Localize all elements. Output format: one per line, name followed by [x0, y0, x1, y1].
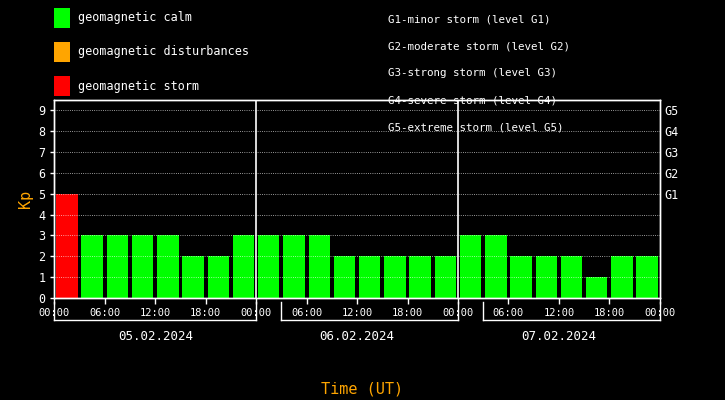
- Bar: [637, 256, 658, 298]
- Bar: [611, 256, 633, 298]
- Bar: [560, 256, 582, 298]
- Bar: [510, 256, 531, 298]
- Bar: [183, 256, 204, 298]
- Text: G1-minor storm (level G1): G1-minor storm (level G1): [388, 14, 550, 24]
- Text: G5-extreme storm (level G5): G5-extreme storm (level G5): [388, 123, 563, 133]
- Text: 05.02.2024: 05.02.2024: [117, 330, 193, 342]
- Bar: [309, 236, 330, 298]
- Bar: [434, 256, 456, 298]
- Bar: [410, 256, 431, 298]
- Bar: [536, 256, 557, 298]
- Bar: [334, 256, 355, 298]
- Bar: [460, 236, 481, 298]
- Bar: [207, 256, 229, 298]
- Bar: [233, 236, 254, 298]
- Bar: [157, 236, 178, 298]
- Bar: [258, 236, 280, 298]
- Text: G4-severe storm (level G4): G4-severe storm (level G4): [388, 96, 557, 106]
- Bar: [57, 194, 78, 298]
- Text: 07.02.2024: 07.02.2024: [521, 330, 597, 342]
- Bar: [283, 236, 304, 298]
- Text: Time (UT): Time (UT): [321, 381, 404, 396]
- Y-axis label: Kp: Kp: [17, 190, 33, 208]
- Text: G2-moderate storm (level G2): G2-moderate storm (level G2): [388, 41, 570, 51]
- Bar: [132, 236, 154, 298]
- Bar: [107, 236, 128, 298]
- Text: G3-strong storm (level G3): G3-strong storm (level G3): [388, 68, 557, 78]
- Bar: [359, 256, 381, 298]
- Text: 06.02.2024: 06.02.2024: [320, 330, 394, 342]
- Text: geomagnetic disturbances: geomagnetic disturbances: [78, 46, 249, 58]
- Text: geomagnetic calm: geomagnetic calm: [78, 12, 191, 24]
- Bar: [81, 236, 103, 298]
- Bar: [384, 256, 405, 298]
- Bar: [485, 236, 507, 298]
- Text: geomagnetic storm: geomagnetic storm: [78, 80, 199, 92]
- Bar: [586, 277, 608, 298]
